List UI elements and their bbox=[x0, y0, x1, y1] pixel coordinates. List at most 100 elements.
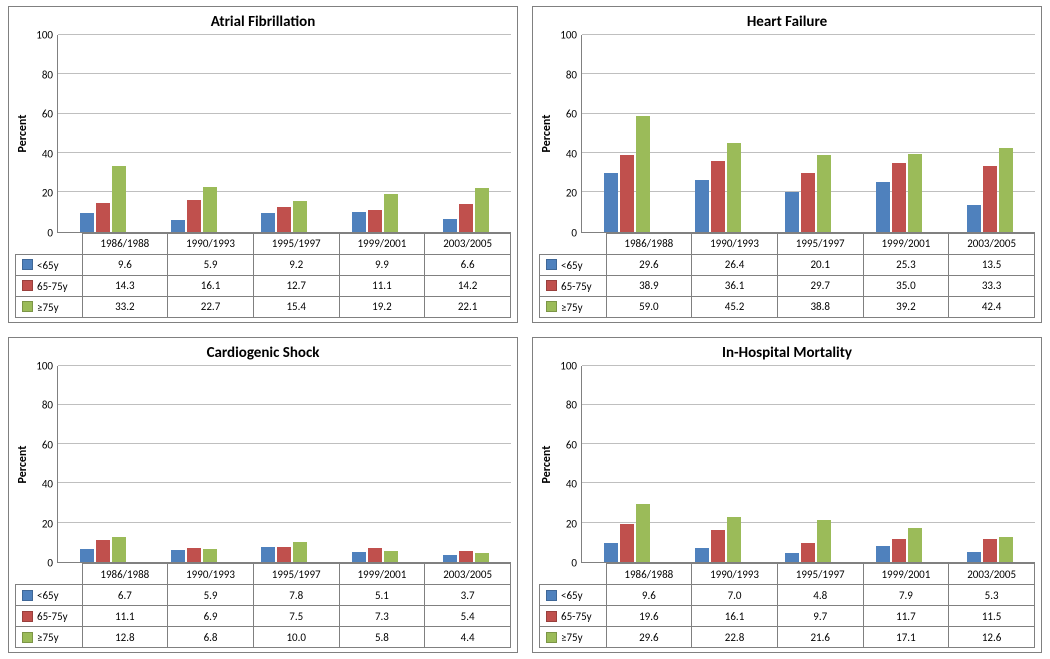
category-label: 1995/1997 bbox=[253, 233, 339, 254]
bar bbox=[352, 212, 366, 231]
bar bbox=[96, 540, 110, 562]
data-cell: 29.6 bbox=[606, 254, 692, 275]
data-cell: 6.8 bbox=[168, 627, 254, 648]
bar bbox=[187, 548, 201, 562]
legend-cell: ≥75y bbox=[16, 627, 83, 648]
data-cell: 19.6 bbox=[606, 606, 692, 627]
category-label: 1999/2001 bbox=[339, 233, 425, 254]
legend-swatch bbox=[546, 280, 557, 291]
category-label: 2003/2005 bbox=[949, 564, 1035, 585]
data-cell: 15.4 bbox=[253, 296, 339, 317]
data-cell: 35.0 bbox=[863, 275, 949, 296]
bar bbox=[908, 154, 922, 231]
y-tick-label: 60 bbox=[566, 438, 577, 451]
legend-swatch bbox=[546, 259, 557, 270]
legend-label: 65-75y bbox=[37, 279, 68, 292]
data-cell: 12.8 bbox=[82, 627, 168, 648]
legend-swatch bbox=[22, 280, 33, 291]
legend-label: ≥75y bbox=[561, 300, 583, 313]
data-cell: 11.1 bbox=[82, 606, 168, 627]
data-cell: 19.2 bbox=[339, 296, 425, 317]
legend-label: 65-75y bbox=[561, 279, 592, 292]
data-cell: 12.7 bbox=[253, 275, 339, 296]
data-cell: 13.5 bbox=[949, 254, 1035, 275]
data-table: 1986/19881990/19931995/19971999/20012003… bbox=[15, 233, 511, 318]
table-row: <65y9.67.04.87.95.3 bbox=[540, 585, 1035, 606]
category-label: 2003/2005 bbox=[425, 564, 511, 585]
legend-cell: ≥75y bbox=[540, 296, 607, 317]
y-tick-label: 40 bbox=[42, 147, 53, 160]
chart-area: Percent020406080100 bbox=[539, 35, 1035, 233]
data-cell: 3.7 bbox=[425, 585, 511, 606]
table-row: ≥75y33.222.715.419.222.1 bbox=[16, 296, 511, 317]
panel-in-hospital-mortality: In-Hospital MortalityPercent020406080100… bbox=[532, 337, 1042, 654]
bar bbox=[443, 555, 457, 562]
bar bbox=[112, 537, 126, 562]
y-tick-label: 80 bbox=[42, 68, 53, 81]
y-tick-label: 20 bbox=[566, 187, 577, 200]
bars-container bbox=[58, 366, 511, 563]
y-tick-label: 0 bbox=[571, 557, 577, 570]
data-cell: 7.3 bbox=[339, 606, 425, 627]
y-tick-label: 60 bbox=[42, 438, 53, 451]
category-label: 1999/2001 bbox=[863, 233, 949, 254]
chart-area: Percent020406080100 bbox=[539, 366, 1035, 564]
panel-title: Cardiogenic Shock bbox=[15, 344, 511, 362]
data-cell: 22.7 bbox=[168, 296, 254, 317]
bar bbox=[636, 504, 650, 562]
y-tick-label: 100 bbox=[560, 359, 577, 372]
data-table: 1986/19881990/19931995/19971999/20012003… bbox=[15, 563, 511, 648]
plot-area bbox=[57, 366, 511, 564]
y-ticks: 020406080100 bbox=[31, 366, 57, 564]
y-tick-label: 40 bbox=[566, 478, 577, 491]
category-label: 1990/1993 bbox=[168, 564, 254, 585]
category-label: 2003/2005 bbox=[949, 233, 1035, 254]
data-cell: 22.8 bbox=[692, 627, 778, 648]
bar-group bbox=[582, 35, 673, 232]
data-cell: 33.3 bbox=[949, 275, 1035, 296]
panel-title: In-Hospital Mortality bbox=[539, 344, 1035, 362]
bar-group bbox=[239, 35, 330, 232]
bar bbox=[817, 155, 831, 231]
bar-group bbox=[673, 366, 764, 563]
category-label: 1995/1997 bbox=[253, 564, 339, 585]
legend-label: 65-75y bbox=[561, 610, 592, 623]
bar bbox=[203, 187, 217, 232]
bar-group bbox=[582, 366, 673, 563]
bar bbox=[711, 161, 725, 232]
data-cell: 17.1 bbox=[863, 627, 949, 648]
bar bbox=[801, 173, 815, 231]
table-header-row: 1986/19881990/19931995/19971999/20012003… bbox=[540, 564, 1035, 585]
bar bbox=[112, 166, 126, 231]
data-cell: 36.1 bbox=[692, 275, 778, 296]
y-tick-label: 20 bbox=[42, 517, 53, 530]
y-tick-label: 0 bbox=[571, 226, 577, 239]
y-tick-label: 40 bbox=[42, 478, 53, 491]
legend-cell: 65-75y bbox=[540, 606, 607, 627]
bar bbox=[203, 549, 217, 562]
data-cell: 9.2 bbox=[253, 254, 339, 275]
bar bbox=[892, 539, 906, 562]
y-tick-label: 80 bbox=[566, 399, 577, 412]
bar bbox=[892, 163, 906, 232]
data-cell: 6.6 bbox=[425, 254, 511, 275]
bar-group bbox=[330, 35, 421, 232]
data-cell: 26.4 bbox=[692, 254, 778, 275]
legend-label: <65y bbox=[37, 258, 59, 271]
data-cell: 11.1 bbox=[339, 275, 425, 296]
legend-label: <65y bbox=[561, 258, 583, 271]
y-ticks: 020406080100 bbox=[31, 35, 57, 233]
y-tick-label: 100 bbox=[36, 29, 53, 42]
bar bbox=[352, 552, 366, 562]
table-header-row: 1986/19881990/19931995/19971999/20012003… bbox=[16, 564, 511, 585]
data-cell: 4.8 bbox=[777, 585, 863, 606]
bar bbox=[801, 543, 815, 562]
bar-group bbox=[239, 366, 330, 563]
data-cell: 7.9 bbox=[863, 585, 949, 606]
bar bbox=[983, 539, 997, 562]
y-tick-label: 60 bbox=[566, 108, 577, 121]
bar-group bbox=[58, 35, 149, 232]
plot-area bbox=[57, 35, 511, 233]
data-cell: 7.0 bbox=[692, 585, 778, 606]
y-ticks: 020406080100 bbox=[555, 366, 581, 564]
